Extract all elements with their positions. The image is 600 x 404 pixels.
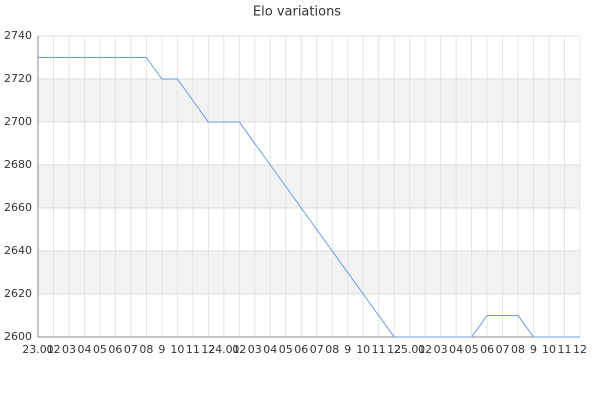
x-tick-label: 03 — [434, 343, 448, 356]
x-tick-label: 06 — [480, 343, 494, 356]
x-tick-label: 07 — [496, 343, 510, 356]
x-tick-label: 05 — [93, 343, 107, 356]
x-tick-label: 24.01 — [208, 343, 240, 356]
y-tick-label: 2660 — [4, 201, 32, 214]
x-tick-label: 07 — [310, 343, 324, 356]
x-tick-label: 10 — [170, 343, 184, 356]
x-tick-label: 07 — [124, 343, 138, 356]
x-tick-label: 9 — [344, 343, 351, 356]
y-tick-label: 2620 — [4, 287, 32, 300]
x-tick-label: 11 — [186, 343, 200, 356]
y-tick-label: 2740 — [4, 29, 32, 42]
x-tick-label: 04 — [77, 343, 91, 356]
x-tick-label: 05 — [465, 343, 479, 356]
x-tick-label: 02 — [232, 343, 246, 356]
x-tick-label: 05 — [279, 343, 293, 356]
x-tick-label: 03 — [248, 343, 262, 356]
x-tick-label: 10 — [542, 343, 556, 356]
x-tick-label: 02 — [46, 343, 60, 356]
x-tick-label: 9 — [158, 343, 165, 356]
y-tick-label: 2600 — [4, 330, 32, 343]
x-tick-label: 08 — [139, 343, 153, 356]
y-tick-label: 2640 — [4, 244, 32, 257]
y-tick-label: 2680 — [4, 158, 32, 171]
x-tick-label: 06 — [108, 343, 122, 356]
band — [38, 165, 580, 208]
y-tick-label: 2700 — [4, 115, 32, 128]
x-tick-label: 9 — [530, 343, 537, 356]
x-tick-label: 25.01 — [394, 343, 426, 356]
band — [38, 79, 580, 122]
x-tick-label: 08 — [511, 343, 525, 356]
x-tick-label: 02 — [418, 343, 432, 356]
x-tick-label: 04 — [263, 343, 277, 356]
x-tick-label: 11 — [372, 343, 386, 356]
line — [38, 57, 580, 338]
band — [38, 251, 580, 294]
x-tick-label: 03 — [62, 343, 76, 356]
y-tick-label: 2720 — [4, 72, 32, 85]
x-tick-label: 06 — [294, 343, 308, 356]
x-tick-label: 04 — [449, 343, 463, 356]
x-tick-label: 08 — [325, 343, 339, 356]
x-tick-label: 12 — [387, 343, 401, 356]
x-tick-label: 12 — [201, 343, 215, 356]
x-tick-label: 23.01 — [22, 343, 54, 356]
x-tick-label: 10 — [356, 343, 370, 356]
chart-title: Elo variations — [253, 5, 341, 20]
x-tick-label: 11 — [558, 343, 572, 356]
x-tick-label: 12 — [573, 343, 587, 356]
